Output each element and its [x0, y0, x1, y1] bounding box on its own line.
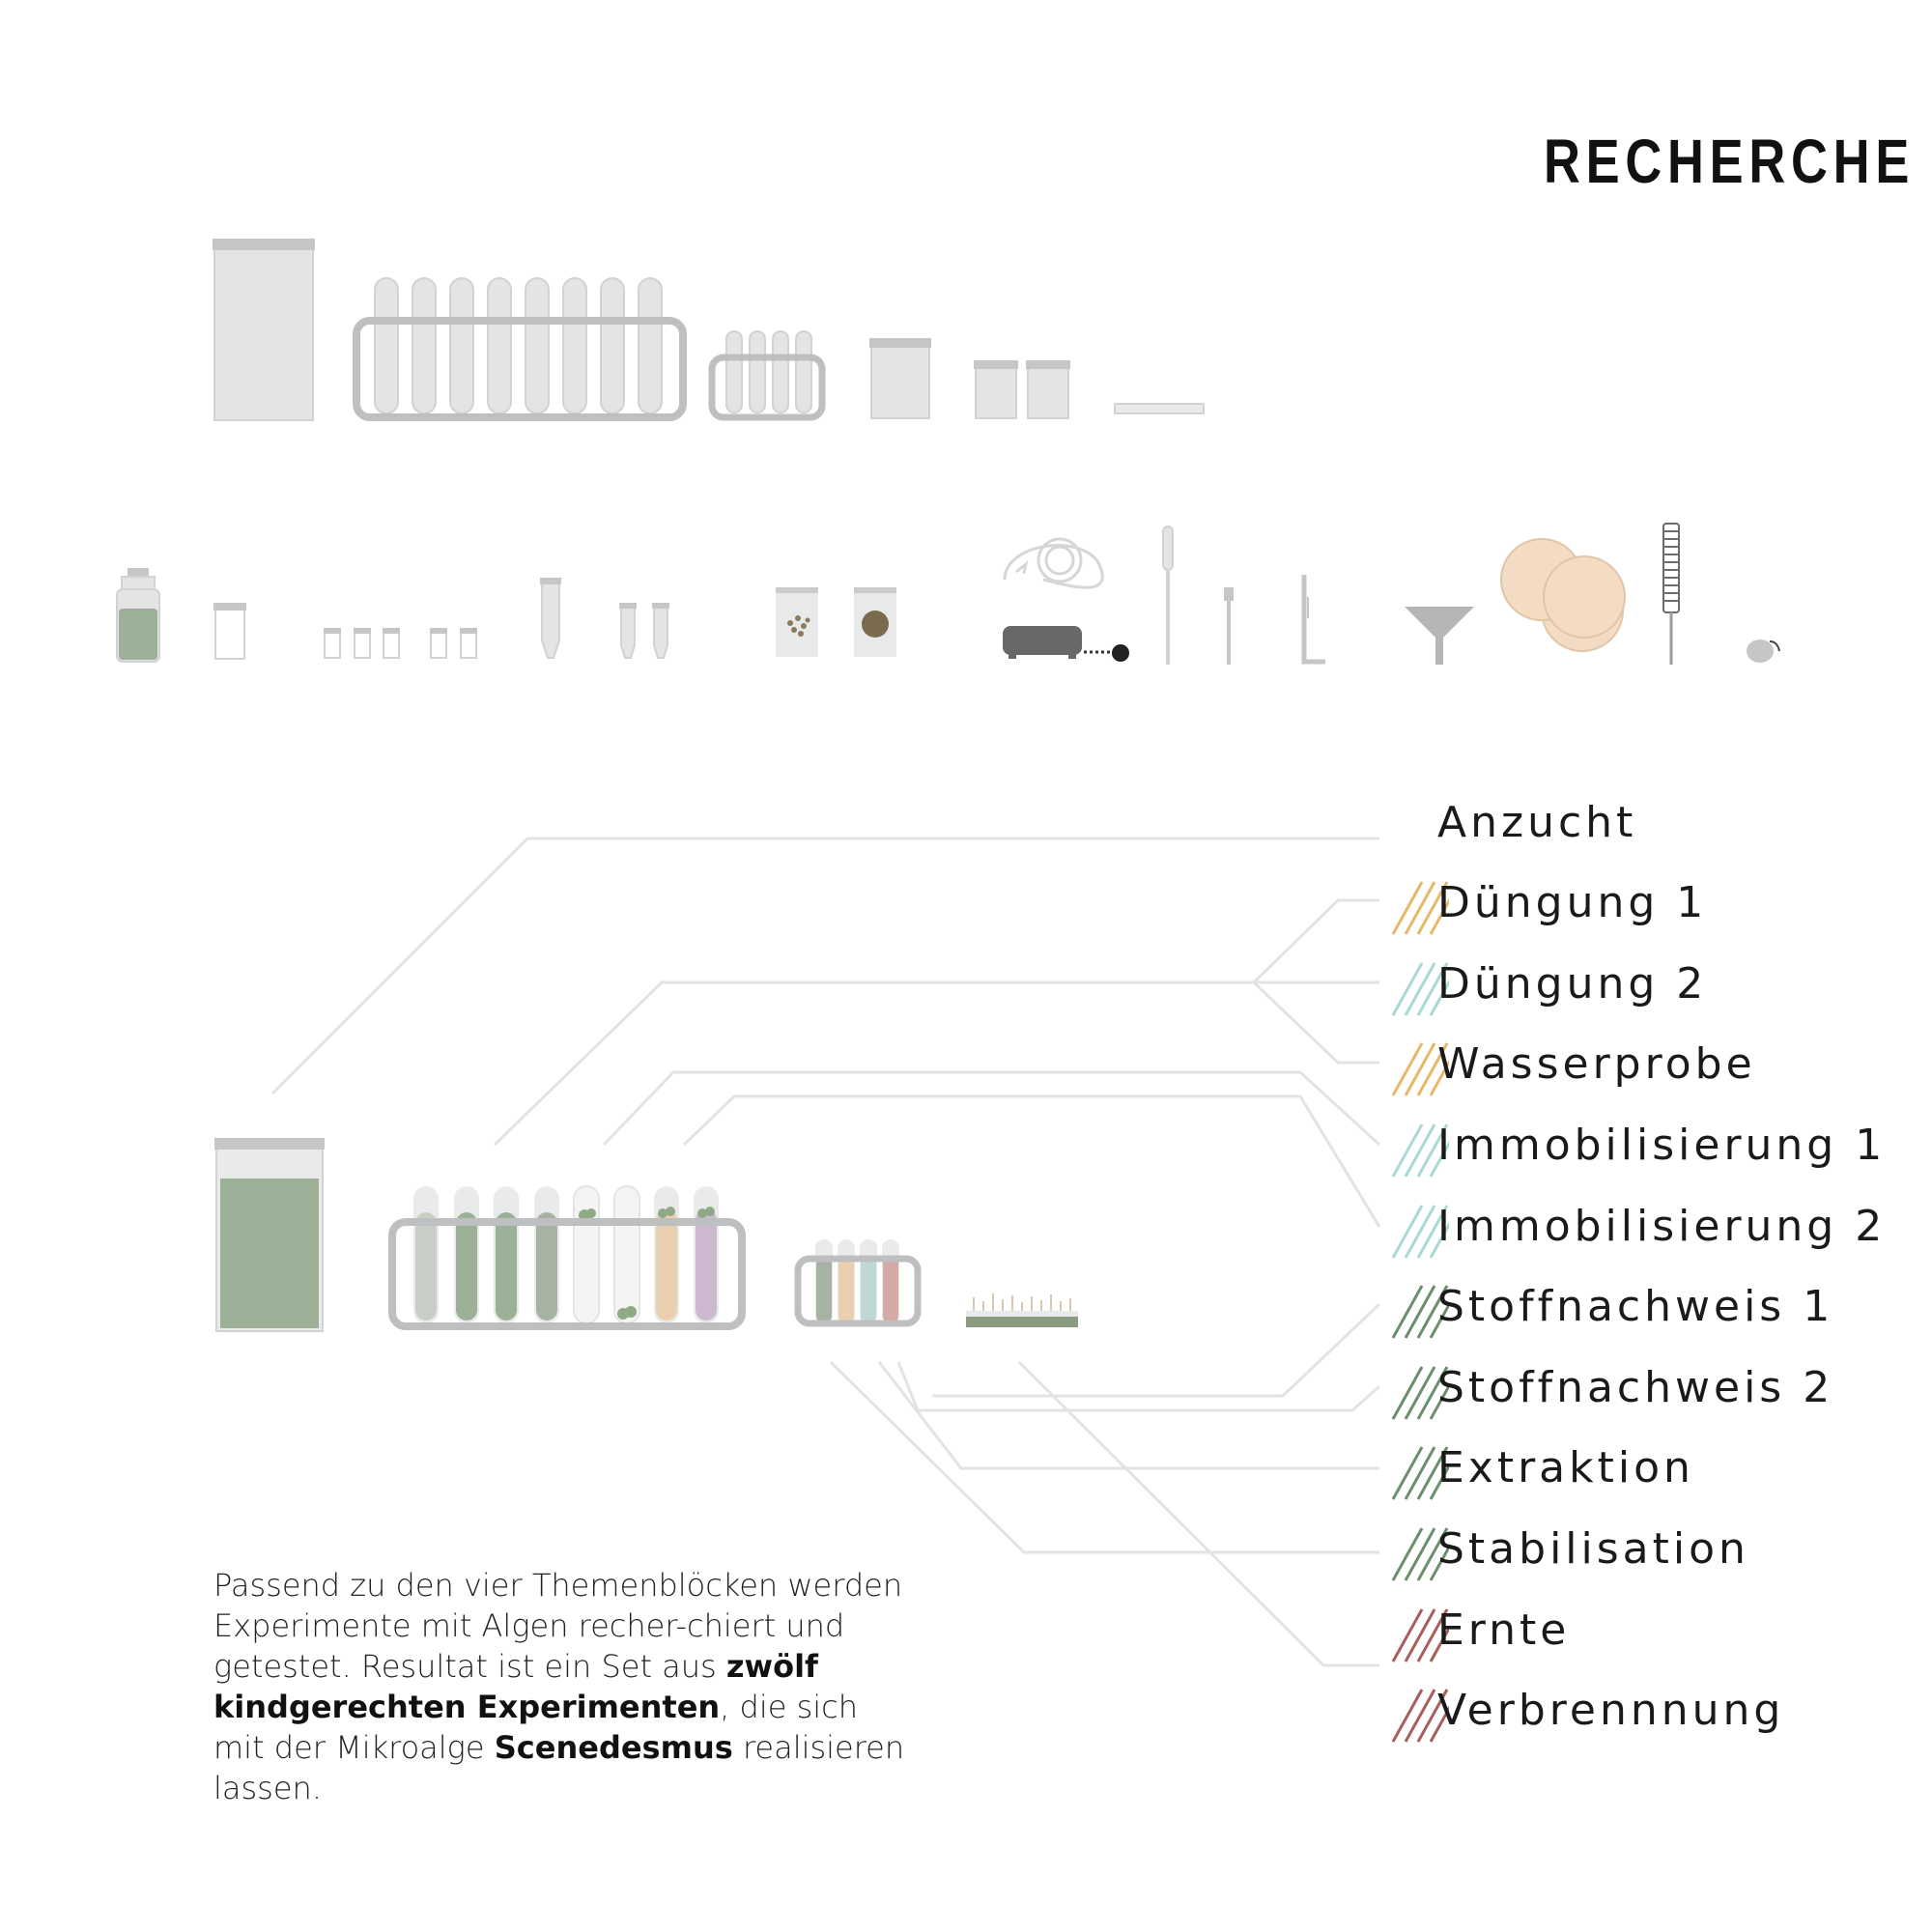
centrifuge-tube-icon: [541, 582, 560, 659]
experiment-label: Ernte: [1437, 1605, 1571, 1655]
filled-experiments-row: [214, 1138, 1078, 1332]
description-text: Passend zu den vier Themenblöcken werden…: [213, 1565, 909, 1808]
small-vials-icon: [324, 628, 477, 659]
soil-packet-icon: [854, 587, 896, 657]
algae-bottle-icon: [116, 568, 160, 663]
brush-icon: [1662, 523, 1680, 665]
small-jar-icon: [1027, 366, 1069, 419]
experiment-label: Anzucht: [1437, 798, 1637, 847]
description-bold-1: zwölf kindgerechten Experimenten: [213, 1648, 818, 1725]
vial-icon: [214, 608, 245, 660]
algae-culture-beaker-icon: [214, 1138, 325, 1332]
hatch-marker-icon: [1391, 1123, 1449, 1178]
experiment-label: Verbrennnung: [1437, 1686, 1785, 1735]
hatch-marker-icon: [1391, 1285, 1449, 1339]
hatch-marker-icon: [1391, 962, 1449, 1016]
empty-equipment-row: [213, 239, 1205, 421]
stone-icon: [1747, 639, 1780, 663]
experiment-label: Extraktion: [1437, 1443, 1694, 1492]
experiment-tube-rack-icon: [388, 1185, 746, 1330]
filter-paper-icon: [1500, 538, 1626, 652]
hatch-marker-icon: [1391, 1608, 1449, 1662]
test-tube-rack-small-icon: [708, 330, 826, 421]
test-tube-rack-large-icon: [353, 277, 687, 421]
connector-lines: [270, 837, 1381, 1667]
hatch-marker-icon: [1391, 1446, 1449, 1500]
experiment-label: Immobilisierung 1: [1437, 1121, 1887, 1170]
funnel-icon: [1405, 607, 1474, 665]
description-part-3: realisieren lassen.: [213, 1729, 905, 1806]
harvest-tray-icon: [966, 1293, 1078, 1327]
experiment-label: Wasserprobe: [1437, 1039, 1756, 1089]
experiment-label: Immobilisierung 2: [1437, 1202, 1887, 1251]
page-title: RECHERCHE: [1544, 127, 1916, 196]
experiment-label: Düngung 2: [1437, 959, 1708, 1009]
lab-stand-icon: [1301, 575, 1325, 665]
jar-icon: [870, 344, 930, 419]
petri-dish-icon: [1114, 403, 1205, 414]
experiment-label: Düngung 1: [1437, 878, 1708, 927]
pipette-icon: [1162, 526, 1174, 665]
extraction-tube-rack-icon: [794, 1239, 922, 1327]
centrifuge-tube-icon: [620, 606, 636, 659]
tools-row: [116, 523, 1780, 665]
description-part-2: , die sich mit der Mikroalge: [213, 1689, 859, 1766]
hatch-marker-icon: [1391, 1042, 1449, 1096]
air-pump-icon: [1003, 537, 1129, 662]
hatch-marker-icon: [1391, 1689, 1449, 1743]
hatch-marker-icon: [1391, 1205, 1449, 1259]
description-part-1: Passend zu den vier Themenblöcken werden…: [213, 1567, 903, 1685]
centrifuge-tube-icon: [653, 606, 668, 659]
large-beaker-icon: [213, 245, 314, 421]
experiment-label: Stoffnachweis 1: [1437, 1282, 1834, 1331]
seed-packet-icon: [776, 587, 818, 657]
hatch-marker-icon: [1391, 1527, 1449, 1581]
description-bold-2: Scenedesmus: [494, 1729, 733, 1766]
experiment-label: Stoffnachweis 2: [1437, 1363, 1834, 1412]
hatch-marker-icon: [1391, 1366, 1449, 1420]
small-jar-icon: [975, 366, 1017, 419]
spatula-icon: [1224, 587, 1234, 665]
experiment-label: Stabilisation: [1437, 1524, 1749, 1574]
hatch-marker-icon: [1391, 881, 1449, 935]
